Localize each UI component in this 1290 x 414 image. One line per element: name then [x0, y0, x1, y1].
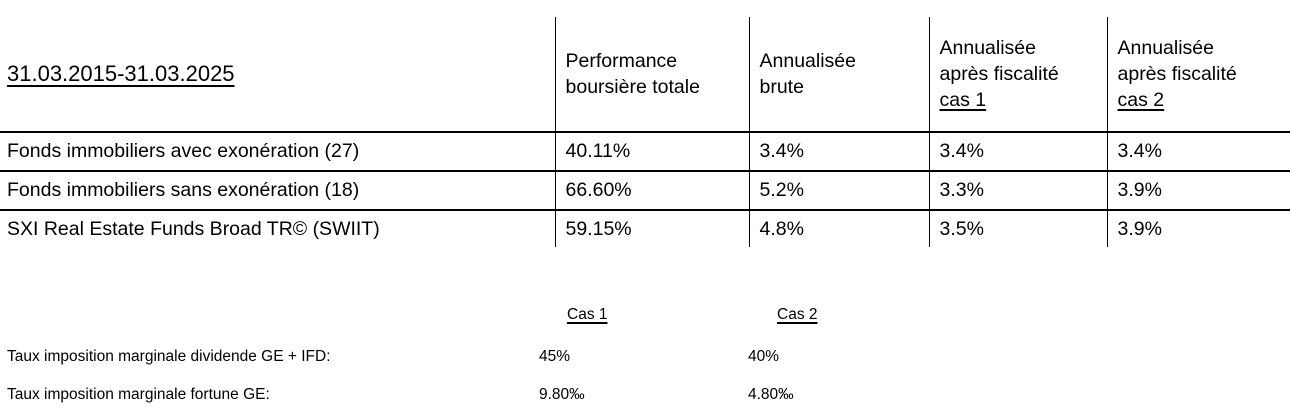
- assumption-label-dividend-tax: Taux imposition marginale dividende GE +…: [7, 348, 331, 365]
- header-line: cas 1: [940, 87, 1103, 113]
- case1-underlined-label: cas 1: [939, 89, 987, 111]
- table-row: SXI Real Estate Funds Broad TR© (SWIIT) …: [0, 210, 1290, 247]
- header-line: boursière totale: [565, 76, 700, 98]
- header-line: après fiscalité: [939, 63, 1059, 85]
- cell-after-tax-case2: 3.9%: [1106, 210, 1290, 247]
- col-header-performance: Performance boursière totale: [554, 17, 749, 133]
- header-line: Annualisée: [1117, 37, 1215, 59]
- assumption-value-dividend-case2: 40%: [748, 348, 780, 365]
- assumption-value-wealth-case1: 9.80‰: [539, 386, 585, 403]
- table-row: Fonds immobiliers avec exonération (27) …: [0, 132, 1290, 172]
- cell-annualized-gross: 5.2%: [748, 171, 929, 211]
- col-header-after-tax-case1: Annualisée après fiscalité cas 1: [928, 17, 1107, 133]
- case2-underlined-label: cas 2: [1117, 89, 1165, 111]
- col-header-after-tax-case2: Annualisée après fiscalité cas 2: [1106, 17, 1290, 133]
- assumption-value-wealth-case2: 4.80‰: [748, 386, 794, 403]
- cell-after-tax-case1: 3.4%: [928, 132, 1107, 172]
- performance-table: 31.03.2015-31.03.2025 Performance boursi…: [0, 17, 1290, 247]
- header-line: Annualisée: [939, 37, 1037, 59]
- row-label: Fonds immobiliers avec exonération (27): [0, 132, 555, 172]
- row-label: Fonds immobiliers sans exonération (18): [0, 171, 555, 211]
- col-header-annualized-gross: Annualisée brute: [748, 17, 929, 133]
- assumption-label-wealth-tax: Taux imposition marginale fortune GE:: [7, 386, 270, 403]
- cell-performance: 59.15%: [554, 210, 749, 247]
- header-line: Annualisée: [759, 50, 857, 72]
- header-line: cas 2: [1118, 87, 1287, 113]
- header-row: 31.03.2015-31.03.2025 Performance boursi…: [0, 17, 1290, 133]
- assumptions-case2-header: Cas 2: [777, 306, 818, 323]
- cell-after-tax-case2: 3.4%: [1106, 132, 1290, 172]
- header-line: Performance: [565, 50, 678, 72]
- cell-performance: 66.60%: [554, 171, 749, 211]
- row-label: SXI Real Estate Funds Broad TR© (SWIIT): [7, 217, 380, 240]
- cell-after-tax-case1: 3.3%: [928, 171, 1107, 211]
- cell-after-tax-case1: 3.5%: [928, 210, 1107, 247]
- header-line: après fiscalité: [1117, 63, 1237, 85]
- cell-after-tax-case2: 3.9%: [1106, 171, 1290, 211]
- header-line: brute: [759, 76, 804, 98]
- table-row: Fonds immobiliers sans exonération (18) …: [0, 171, 1290, 211]
- assumption-value-dividend-case1: 45%: [539, 348, 571, 365]
- cell-performance: 40.11%: [554, 132, 749, 172]
- cell-annualized-gross: 3.4%: [748, 132, 929, 172]
- period-header-cell: 31.03.2015-31.03.2025: [0, 17, 555, 133]
- period-label: 31.03.2015-31.03.2025: [7, 61, 235, 86]
- cell-annualized-gross: 4.8%: [748, 210, 929, 247]
- assumptions-case1-header: Cas 1: [567, 306, 608, 323]
